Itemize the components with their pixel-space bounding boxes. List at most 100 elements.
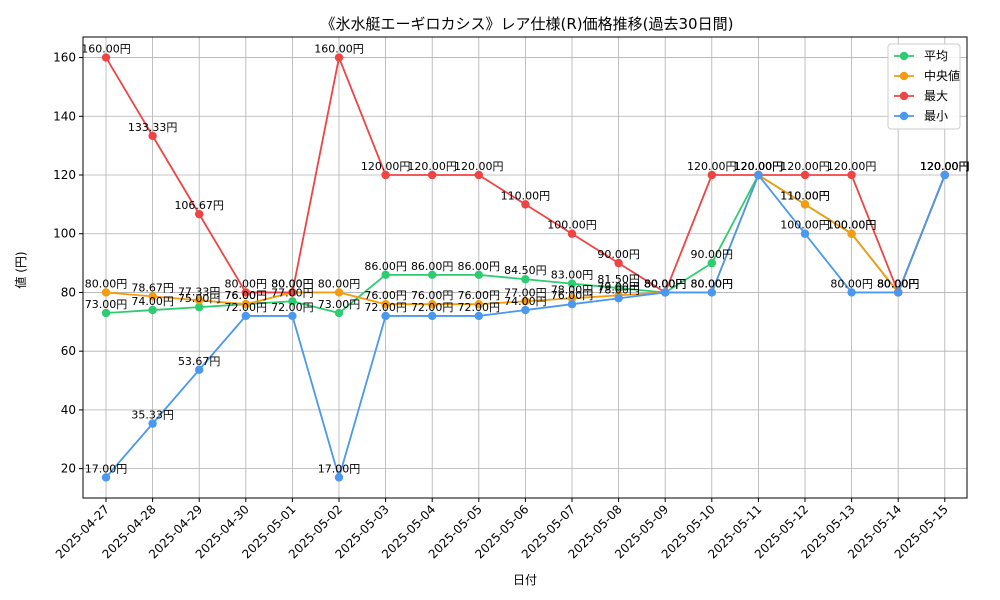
data-label-2-12: 80.00円 [644, 277, 687, 290]
data-label-3-8: 72.00円 [458, 301, 501, 314]
data-label-2-9: 110.00円 [501, 189, 551, 202]
data-label-3-10: 76.00円 [551, 289, 594, 302]
data-label-3-0: 17.00円 [85, 462, 128, 475]
data-point-2-2 [195, 209, 204, 219]
y-tick-label-2: 60 [61, 344, 76, 358]
data-label-1-13: 80.00円 [691, 277, 734, 290]
data-label-3-18: 120.00円 [920, 160, 970, 173]
data-label-2-17: 80.00円 [877, 277, 920, 290]
data-label-3-5: 17.00円 [318, 462, 361, 475]
legend-box [887, 43, 961, 130]
data-point-0-8 [474, 270, 483, 280]
data-label-2-15: 120.00円 [780, 160, 830, 173]
legend-swatch-marker-0 [899, 51, 909, 61]
y-tick-label-5: 120 [53, 168, 76, 182]
data-label-1-14: 120.00円 [734, 160, 784, 173]
data-point-1-7 [428, 300, 437, 309]
y-tick-label-4: 100 [53, 227, 76, 241]
data-label-3-16: 80.00円 [830, 277, 873, 290]
y-tick-label-3: 80 [61, 285, 76, 299]
data-label-2-7: 120.00円 [407, 160, 457, 173]
data-label-0-2: 75.00円 [178, 292, 221, 305]
data-label-1-2: 77.33円 [178, 285, 221, 298]
data-label-0-10: 83.00円 [551, 269, 594, 282]
data-label-0-18: 120.00円 [920, 160, 970, 173]
data-label-1-0: 80.00円 [85, 277, 128, 290]
data-point-0-5 [334, 308, 344, 318]
y-axis-label: 値 (円) [13, 251, 28, 288]
data-label-1-1: 78.67円 [131, 281, 174, 294]
data-point-0-6 [381, 270, 390, 280]
series-layer [101, 53, 949, 482]
legend-item-0: 平均 [894, 49, 948, 63]
data-label-1-6: 76.00円 [364, 289, 407, 302]
data-label-0-0: 73.00円 [85, 298, 128, 311]
data-label-2-3: 80.00円 [225, 277, 268, 290]
data-label-2-11: 90.00円 [597, 248, 640, 261]
data-point-2-6 [381, 170, 390, 180]
data-label-1-10: 78.00円 [551, 283, 594, 296]
data-point-1-0 [101, 288, 111, 297]
data-label-3-13: 80.00円 [691, 277, 734, 290]
data-label-3-17: 80.00円 [877, 277, 920, 290]
data-point-3-6 [381, 311, 390, 321]
series-3 [101, 170, 949, 482]
data-label-0-5: 73.00円 [318, 298, 361, 311]
data-point-1-1 [148, 292, 157, 301]
data-label-1-15: 110.00円 [780, 189, 830, 202]
data-point-3-12 [661, 288, 670, 297]
data-point-1-2 [195, 296, 204, 305]
data-label-0-14: 120.00円 [734, 160, 784, 173]
y-tick-label-0: 20 [61, 462, 76, 476]
data-point-3-9 [521, 305, 530, 315]
data-point-2-8 [474, 170, 483, 180]
data-label-3-12: 80.00円 [644, 277, 687, 290]
y-tick-label-7: 160 [53, 51, 76, 65]
data-label-1-17: 80.00円 [877, 277, 920, 290]
y-axis: 20 40 60 80 100 120 140 160 [53, 51, 83, 476]
data-label-0-15: 110.00円 [780, 189, 830, 202]
data-label-3-2: 53.67円 [178, 355, 221, 368]
data-point-2-4 [288, 288, 297, 297]
legend-swatch-marker-1 [899, 71, 909, 81]
data-label-1-3: 76.00円 [225, 289, 268, 302]
data-label-3-11: 78.00円 [597, 283, 640, 296]
data-point-3-8 [474, 311, 483, 321]
legend-label-2: 最大 [924, 89, 948, 103]
data-label-2-6: 120.00円 [361, 160, 411, 173]
data-point-3-2 [195, 365, 204, 374]
data-label-1-5: 80.00円 [318, 277, 361, 290]
y-tick-label-1: 40 [61, 403, 76, 417]
data-point-1-15 [800, 200, 810, 209]
data-point-0-2 [195, 302, 204, 312]
data-label-1-8: 76.00円 [458, 289, 501, 302]
data-point-3-4 [288, 311, 297, 321]
data-label-1-4: 80.00円 [271, 277, 314, 290]
data-label-1-12: 80.00円 [644, 277, 687, 290]
data-label-2-5: 160.00円 [314, 43, 364, 56]
data-point-0-10 [567, 279, 577, 288]
grid [83, 37, 967, 498]
data-point-0-7 [428, 270, 437, 280]
data-label-0-12: 80.00円 [644, 277, 687, 290]
data-point-0-13 [707, 258, 716, 268]
data-label-2-2: 106.67円 [174, 199, 224, 212]
x-axis: 2025-04-272025-04-282025-04-292025-04-30… [53, 498, 951, 561]
data-point-3-18 [940, 170, 949, 180]
data-label-2-4: 80.00円 [271, 277, 314, 290]
data-label-3-1: 35.33円 [131, 409, 174, 422]
data-label-0-16: 100.00円 [827, 219, 877, 232]
data-point-3-17 [894, 288, 903, 297]
legend-label-0: 平均 [924, 49, 948, 63]
data-point-0-1 [148, 305, 157, 315]
data-point-1-9 [521, 297, 530, 306]
data-label-3-15: 100.00円 [780, 219, 830, 232]
x-axis-label: 日付 [513, 573, 537, 587]
data-point-2-5 [334, 53, 344, 62]
data-label-1-9: 77.00円 [504, 286, 547, 299]
data-label-1-16: 100.00円 [827, 219, 877, 232]
data-label-3-4: 72.00円 [271, 301, 314, 314]
data-point-3-13 [707, 288, 716, 297]
data-point-3-15 [800, 229, 810, 238]
